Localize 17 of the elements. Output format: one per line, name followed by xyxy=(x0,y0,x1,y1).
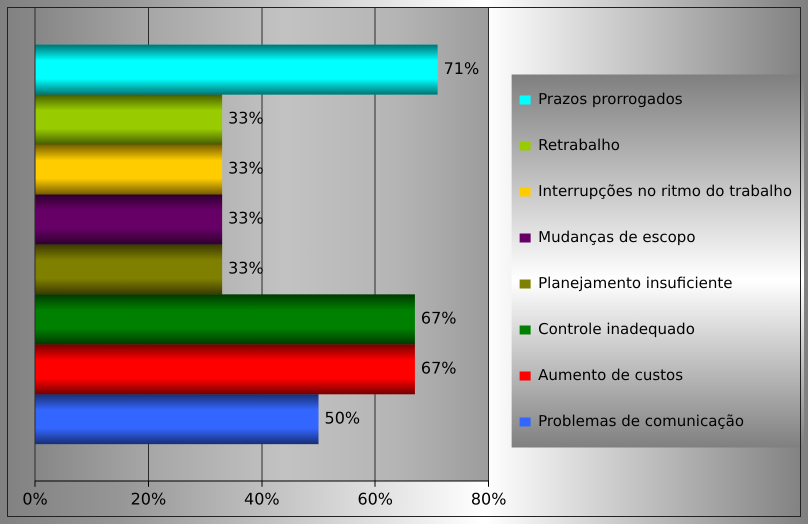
legend-label: Planejamento insuficiente xyxy=(538,274,733,292)
x-tick-label: 40% xyxy=(244,490,280,509)
x-tick-label: 20% xyxy=(130,490,166,509)
legend-label: Mudanças de escopo xyxy=(538,228,696,246)
x-tick-label: 60% xyxy=(357,490,393,509)
data-label: 50% xyxy=(324,408,360,428)
legend-label: Interrupções no ritmo do trabalho xyxy=(538,182,792,200)
x-tick-label: 0% xyxy=(22,490,48,509)
x-tick-label: 80% xyxy=(470,490,506,509)
legend-label: Aumento de custos xyxy=(538,366,684,384)
legend-label: Problemas de comunicação xyxy=(538,412,744,430)
data-label: 71% xyxy=(444,58,480,78)
legend-label: Retrabalho xyxy=(538,136,620,154)
data-label: 67% xyxy=(420,308,456,328)
legend-label: Prazos prorrogados xyxy=(538,90,683,108)
legend-label: Controle inadequado xyxy=(538,320,695,338)
data-label: 67% xyxy=(420,358,456,378)
